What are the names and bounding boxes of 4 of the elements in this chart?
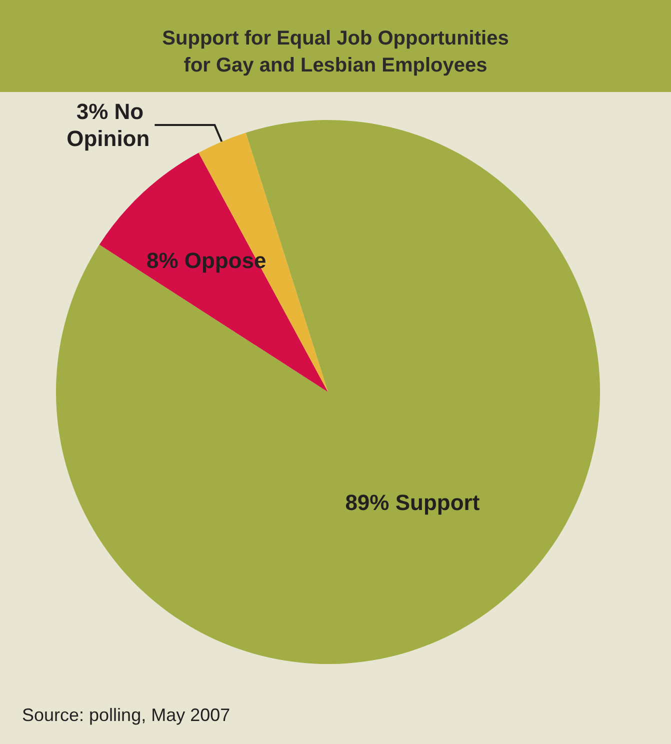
slice-label: 3% No Opinion	[66, 99, 150, 152]
source-note: Source: polling, May 2007	[22, 705, 230, 725]
slice-label: 89% Support	[345, 490, 480, 515]
chart-title: Support for Equal Job Opportunities for Gay and Lesbian Employees	[162, 28, 509, 76]
